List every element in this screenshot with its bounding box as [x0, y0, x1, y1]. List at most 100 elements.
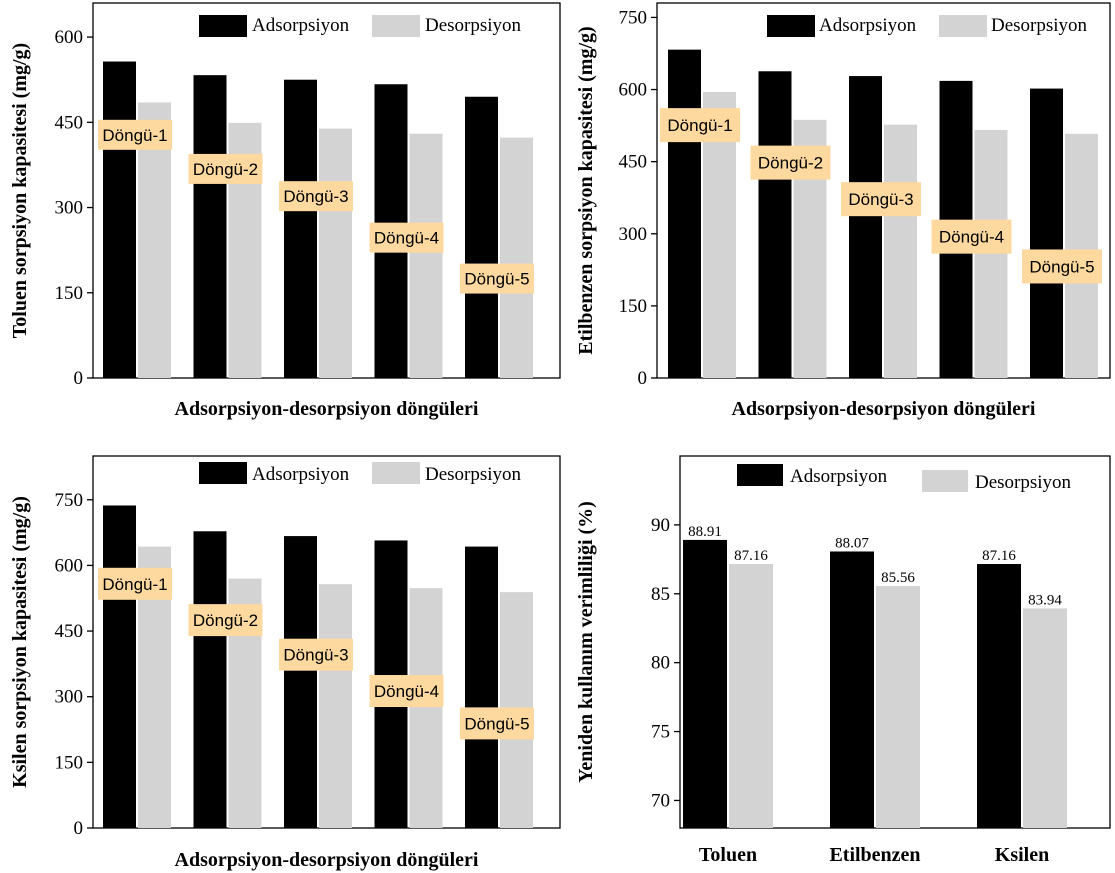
legend-swatch-desorption — [372, 15, 420, 37]
cycle-label-box — [279, 638, 353, 671]
legend-swatch-desorption — [372, 462, 420, 484]
data-label: 88.07 — [835, 535, 869, 551]
cycle-label: Döngü-2 — [758, 154, 823, 173]
bar-adsorption-2 — [830, 551, 874, 828]
cycle-label-box — [98, 119, 172, 150]
y-tick-label: 80 — [651, 653, 670, 674]
y-axis-title: Etilbenzen sorpsiyon kapasitesi (mg/g) — [575, 26, 597, 354]
data-label: 88.91 — [688, 524, 722, 540]
bar-adsorption-1 — [668, 49, 701, 379]
bar-desorption-5 — [500, 137, 533, 378]
bar-adsorption-2 — [193, 531, 227, 828]
bar-desorption-4 — [409, 133, 443, 378]
cycle-label-box — [1022, 249, 1102, 284]
y-tick-label: 0 — [638, 368, 648, 389]
cycle-label: Döngü-3 — [283, 646, 348, 665]
cycle-label-box — [279, 181, 353, 212]
legend-swatch-adsorption — [199, 462, 247, 484]
bar-adsorption-3 — [849, 76, 882, 379]
bar-desorption-1 — [729, 564, 773, 828]
legend-label-desorption: Desorpsiyon — [991, 15, 1088, 36]
data-label: 83.94 — [1028, 592, 1062, 608]
y-tick-label: 300 — [619, 224, 648, 245]
cycle-label: Döngü-5 — [464, 714, 529, 733]
cycle-label: Döngü-2 — [193, 611, 258, 630]
bar-desorption-3 — [319, 128, 352, 378]
y-tick-label: 750 — [55, 490, 84, 511]
bar-adsorption-1 — [103, 61, 136, 378]
bar-adsorption-1 — [683, 539, 727, 828]
y-tick-label: 450 — [55, 112, 84, 133]
y-tick-label: 150 — [55, 752, 84, 773]
xylene-sorption-chart: 0 150 300 450 600 750 Döngü-1 Döngü-2 Döngü-3 Dön… — [9, 455, 561, 871]
legend-label-adsorption: Adsorpsiyon — [790, 466, 888, 487]
cycle-label: Döngü-1 — [667, 116, 732, 135]
data-label: 87.16 — [982, 548, 1016, 564]
cycle-label-box — [188, 153, 263, 184]
y-tick-label: 75 — [651, 722, 670, 743]
cycle-label: Döngü-1 — [102, 575, 167, 594]
bar-adsorption-1 — [103, 505, 136, 828]
cycle-label: Döngü-4 — [374, 229, 439, 248]
bar-adsorption-2 — [193, 75, 227, 378]
legend-label-adsorption: Adsorpsiyon — [819, 15, 917, 36]
y-tick-label: 300 — [55, 198, 84, 219]
y-tick-label: 70 — [651, 790, 670, 811]
cycle-label-box — [98, 567, 172, 600]
legend-swatch-adsorption — [737, 464, 783, 486]
x-axis-title: Adsorpsiyon-desorpsiyon döngüleri — [175, 398, 479, 420]
legend-label-desorption: Desorpsiyon — [425, 15, 522, 36]
data-label: 85.56 — [881, 570, 915, 586]
cycle-label-box — [660, 108, 740, 143]
cycle-label-box — [931, 219, 1012, 254]
y-tick-label: 600 — [55, 27, 84, 48]
bar-adsorption-5 — [465, 96, 498, 378]
plot-frame — [656, 2, 1111, 379]
y-axis-title: Ksilen sorpsiyon kapasitesi (mg/g) — [9, 496, 31, 788]
y-axis-title: Toluen sorpsiyon kapasitesi (mg/g) — [9, 43, 31, 338]
bar-adsorption-2 — [758, 71, 792, 379]
cycle-label: Döngü-5 — [464, 270, 529, 289]
ethylbenzene-sorption-chart: 0 150 300 450 600 750 Döngü-1 Döngü-2 Döngü-3 Dön… — [575, 2, 1111, 420]
y-tick-label: 90 — [651, 515, 670, 536]
x-axis-title: Adsorpsiyon-desorpsiyon döngüleri — [175, 849, 479, 871]
cycle-label: Döngü-5 — [1029, 257, 1094, 276]
cycle-label: Döngü-4 — [939, 228, 1004, 247]
bar-adsorption-5 — [465, 546, 498, 828]
bar-adsorption-3 — [284, 79, 317, 379]
cycle-label-box — [460, 263, 534, 294]
bar-adsorption-3 — [977, 564, 1021, 828]
bar-desorption-2 — [876, 586, 920, 828]
bar-desorption-3 — [319, 584, 352, 828]
legend-label-adsorption: Adsorpsiyon — [252, 15, 350, 36]
reuse-efficiency-chart: 70 75 80 85 90 Toluen Etilbenzen Ksilen 88.91 87.… — [575, 455, 1111, 866]
cycle-label-box — [369, 675, 444, 708]
y-tick-label: 450 — [55, 621, 84, 642]
legend-swatch-adsorption — [199, 15, 247, 37]
x-axis-title: Adsorpsiyon-desorpsiyon döngüleri — [732, 398, 1036, 420]
y-tick-label: 300 — [55, 687, 84, 708]
cycle-label: Döngü-2 — [193, 160, 258, 179]
cycle-label-box — [188, 604, 263, 637]
y-tick-label: 600 — [619, 80, 648, 101]
y-tick-label: 150 — [619, 296, 648, 317]
bar-desorption-3 — [1023, 608, 1067, 828]
y-tick-label: 150 — [55, 283, 84, 304]
legend-label-adsorption: Adsorpsiyon — [252, 464, 350, 485]
y-tick-label: 0 — [74, 368, 84, 389]
cycle-label-box — [841, 182, 921, 217]
bar-adsorption-3 — [284, 536, 317, 828]
legend-swatch-adsorption — [767, 15, 815, 37]
bar-desorption-3 — [884, 124, 917, 378]
legend-label-desorption: Desorpsiyon — [975, 472, 1072, 493]
x-category-label: Toluen — [699, 844, 757, 866]
y-tick-label: 450 — [619, 152, 648, 173]
cycle-label-box — [369, 222, 444, 253]
y-tick-label: 0 — [74, 818, 84, 839]
legend-label-desorption: Desorpsiyon — [425, 464, 522, 485]
x-category-label: Ksilen — [995, 844, 1049, 866]
cycle-label-box — [460, 707, 534, 740]
legend-swatch-desorption — [939, 15, 987, 37]
data-label: 87.16 — [734, 548, 768, 564]
